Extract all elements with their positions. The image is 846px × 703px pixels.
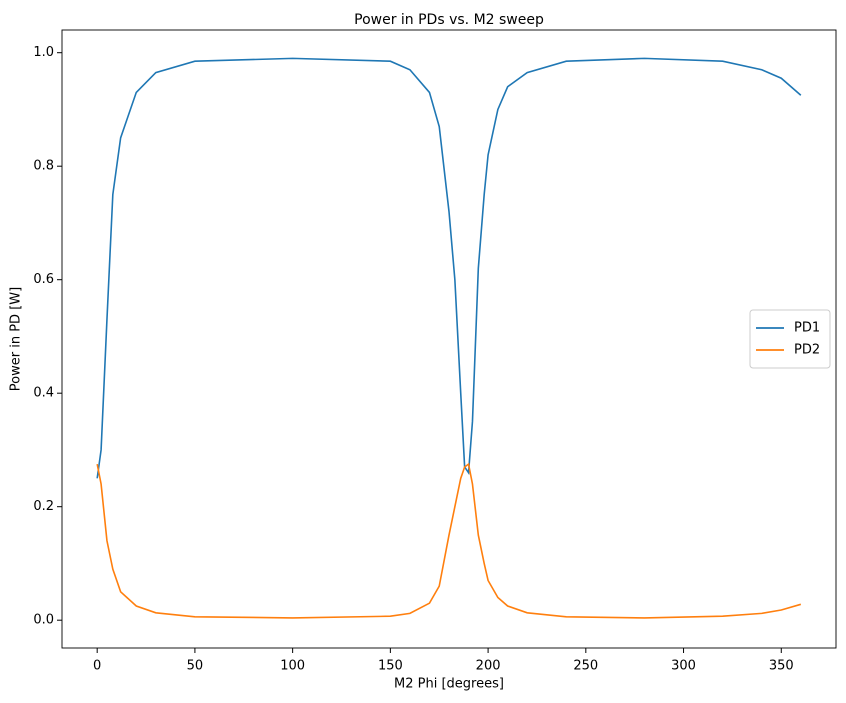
y-tick-label: 0.0 — [33, 613, 54, 628]
legend-box — [749, 309, 831, 369]
y-tick-label: 0.8 — [33, 159, 54, 174]
data-line — [96, 462, 802, 619]
x-tick-label: 350 — [769, 659, 794, 674]
x-tick-label: 300 — [671, 659, 696, 674]
y-tick-label: 0.4 — [33, 386, 54, 401]
chart-title: Power in PDs vs. M2 sweep — [354, 12, 544, 28]
y-axis-label: Power in PD [W] — [9, 287, 24, 391]
plot-frame — [61, 29, 837, 649]
x-axis-label: M2 Phi [degrees] — [394, 677, 504, 692]
legend-label: PD2 — [794, 343, 820, 358]
x-tick-label: 200 — [476, 659, 501, 674]
y-tick-label: 0.2 — [33, 499, 54, 514]
data-line — [96, 57, 802, 479]
y-tick-label: 0.6 — [33, 272, 54, 287]
x-tick-label: 150 — [378, 659, 403, 674]
x-tick-label: 100 — [280, 659, 305, 674]
x-tick-label: 0 — [93, 659, 101, 674]
x-tick-label: 250 — [573, 659, 598, 674]
x-tick-label: 50 — [187, 659, 204, 674]
y-tick-label: 1.0 — [33, 45, 54, 60]
legend-label: PD1 — [794, 321, 820, 336]
